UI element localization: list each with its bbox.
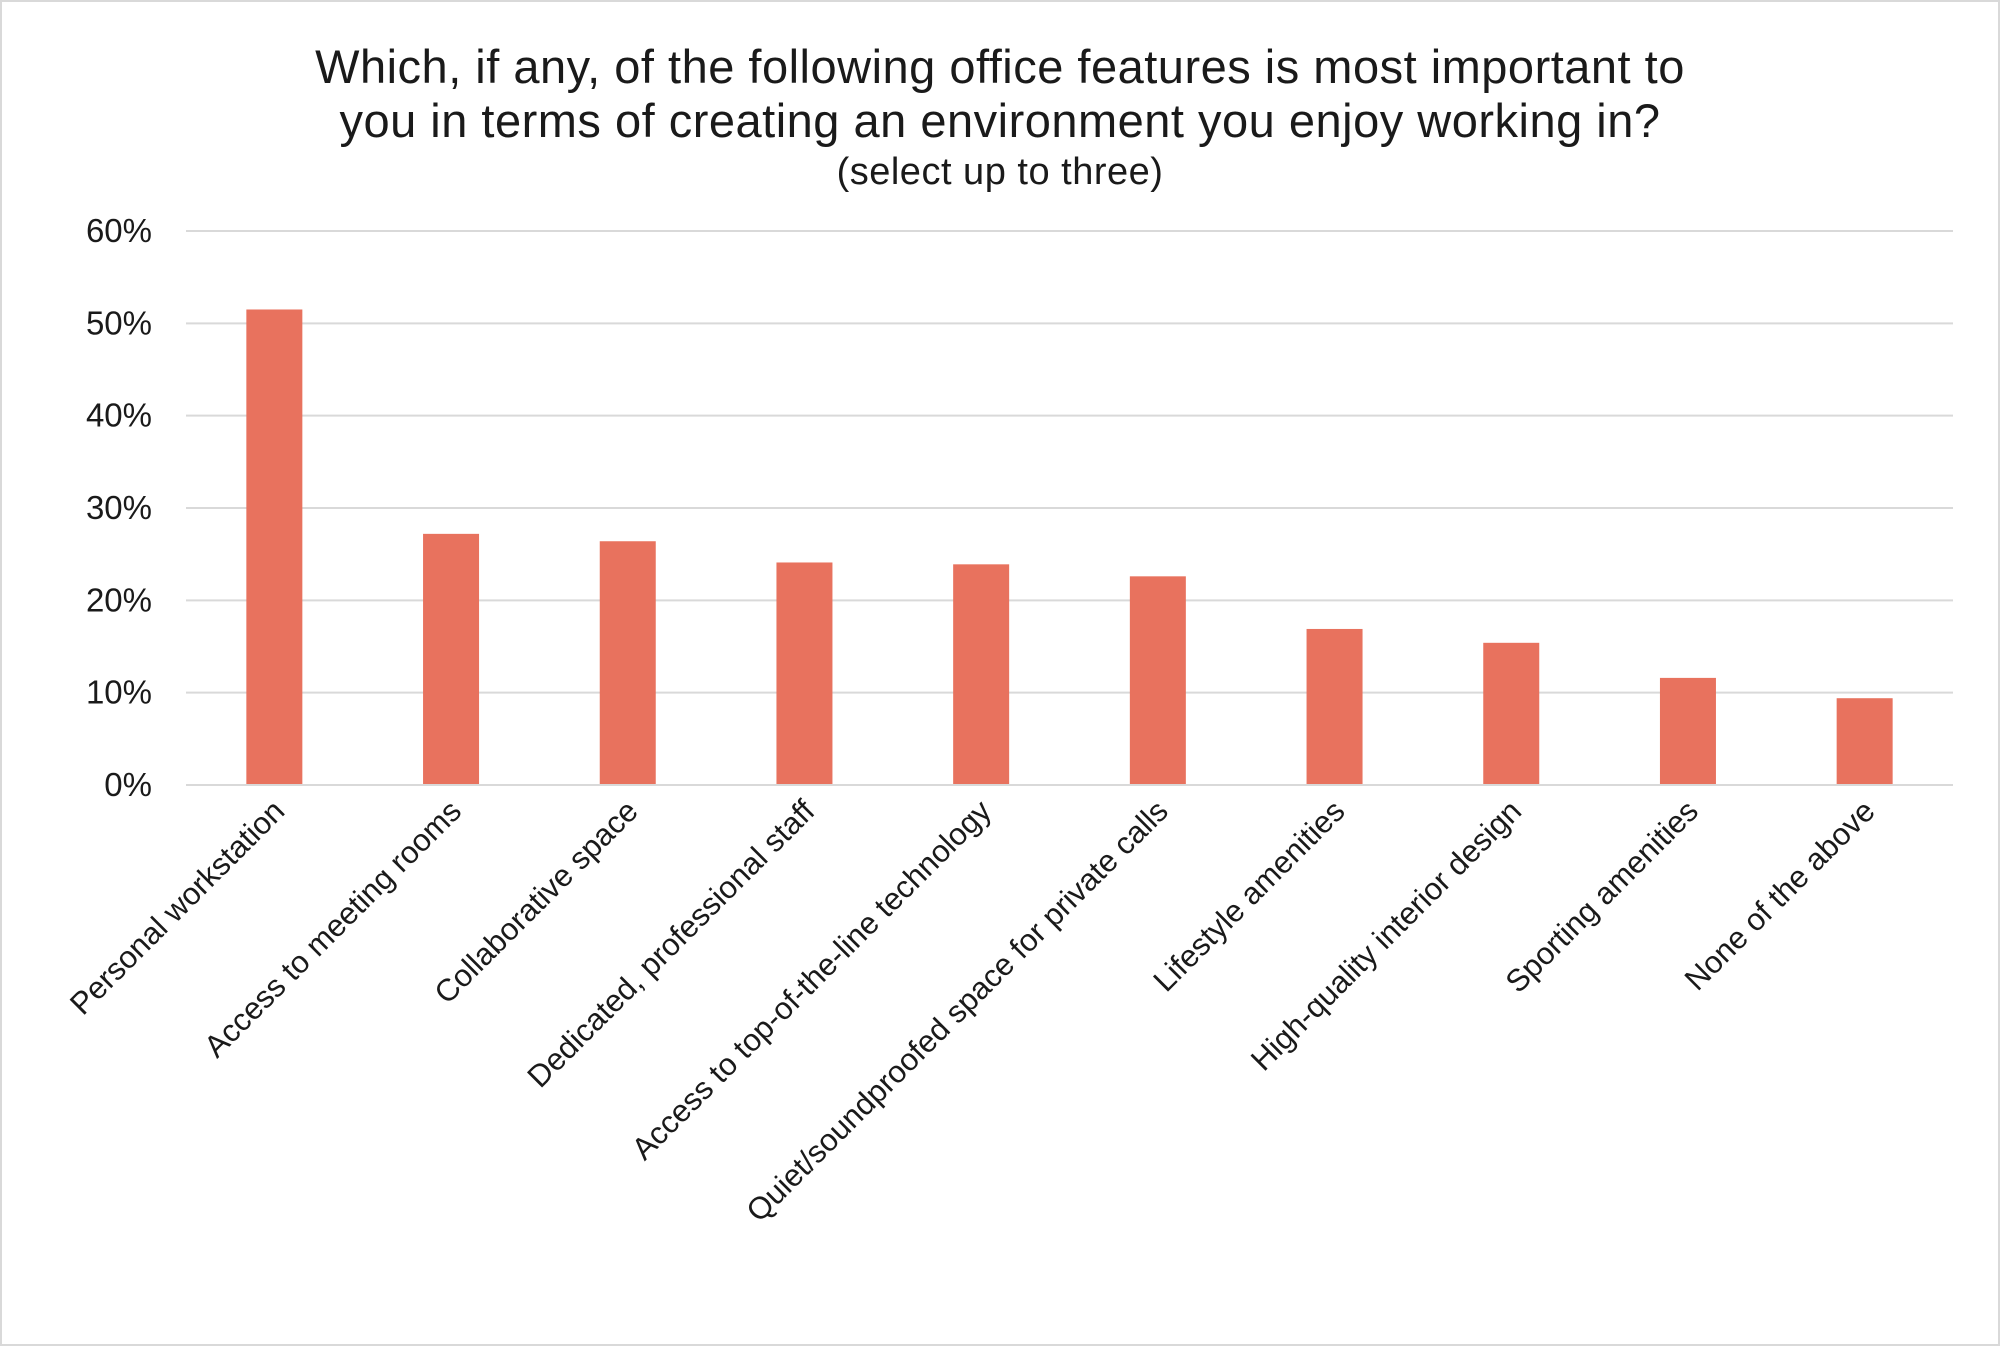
y-tick-label: 10% [86,674,152,711]
bar [423,533,480,785]
chart-title: Which, if any, of the following office f… [315,40,1685,93]
x-tick-label: Access to top-of-the-line technology [625,793,999,1167]
y-tick-label: 20% [86,581,152,618]
bar [776,562,833,785]
x-tick-label: None of the above [1678,793,1882,997]
bars [246,309,1893,785]
x-tick-label: Lifestyle amenities [1146,793,1351,998]
y-tick-label: 50% [86,304,152,341]
bar [1836,698,1893,785]
bar [246,309,303,785]
y-axis: 0% 10% 20% 30% 40% 50% 60% [86,212,152,803]
chart-title-block: Which, if any, of the following office f… [0,40,2000,196]
bar [1483,642,1540,785]
x-tick-label: Dedicated, professional staff [520,793,821,1094]
chart-subtitle: (select up to three) [836,151,1164,193]
x-tick-label: Sporting amenities [1499,793,1705,999]
bar [1659,677,1716,785]
bar [1306,628,1363,785]
y-tick-label: 60% [86,212,152,249]
y-tick-label: 0% [104,766,152,803]
chart-title-line2: you in terms of creating an environment … [339,94,1661,147]
bar [1129,576,1186,785]
y-tick-label: 30% [86,489,152,526]
bar [599,541,656,785]
bar [953,564,1010,785]
y-tick-label: 40% [86,397,152,434]
